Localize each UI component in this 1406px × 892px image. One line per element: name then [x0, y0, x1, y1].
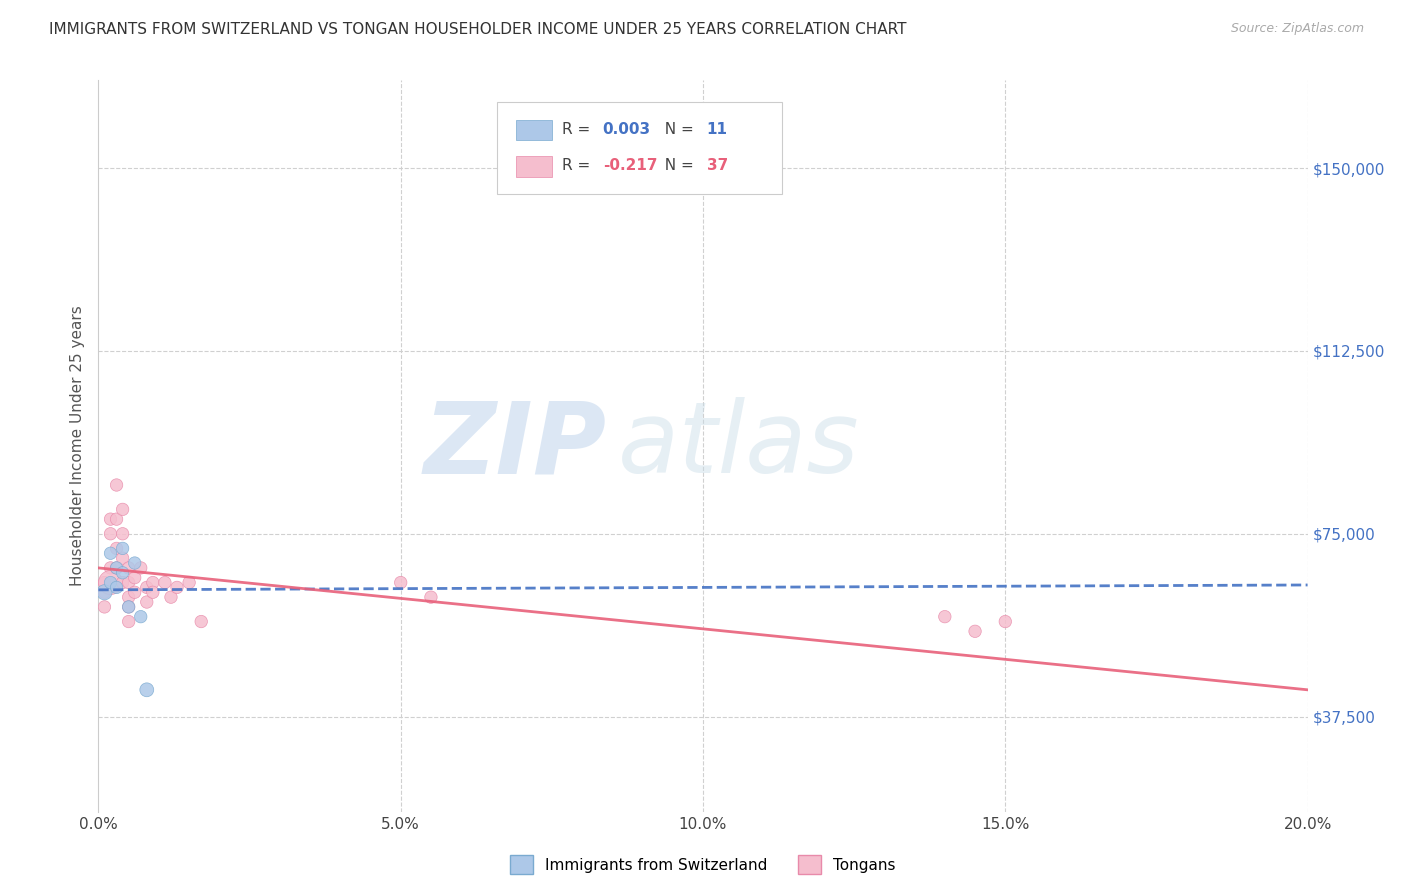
Point: [100, 526, 122, 541]
Point: [190, 615, 212, 629]
Legend: Immigrants from Switzerland, Tongans: Immigrants from Switzerland, Tongans: [503, 849, 903, 880]
Point: [118, 599, 141, 614]
Point: [118, 615, 141, 629]
Point: [135, 581, 157, 595]
Point: [111, 575, 134, 590]
Point: [965, 624, 987, 639]
Text: N =: N =: [655, 122, 699, 136]
Point: [118, 599, 141, 614]
Point: [100, 512, 122, 526]
Point: [93, 599, 115, 614]
Point: [129, 609, 152, 624]
Point: [129, 561, 152, 575]
Point: [135, 682, 157, 697]
Point: [105, 478, 128, 492]
FancyBboxPatch shape: [516, 156, 551, 177]
Point: [142, 575, 165, 590]
Point: [135, 595, 157, 609]
Text: 11: 11: [707, 122, 728, 136]
Point: [994, 615, 1017, 629]
Y-axis label: Householder Income Under 25 years: Householder Income Under 25 years: [69, 306, 84, 586]
Point: [111, 541, 134, 556]
Point: [124, 585, 146, 599]
Text: atlas: atlas: [619, 398, 860, 494]
Text: IMMIGRANTS FROM SWITZERLAND VS TONGAN HOUSEHOLDER INCOME UNDER 25 YEARS CORRELAT: IMMIGRANTS FROM SWITZERLAND VS TONGAN HO…: [49, 22, 907, 37]
Point: [100, 561, 122, 575]
Point: [100, 546, 122, 560]
Point: [111, 502, 134, 516]
Point: [93, 575, 115, 590]
Text: N =: N =: [655, 159, 699, 173]
Point: [389, 575, 412, 590]
Text: -0.217: -0.217: [603, 159, 657, 173]
Point: [111, 566, 134, 580]
Point: [100, 575, 122, 590]
Point: [118, 590, 141, 604]
Text: R =: R =: [561, 159, 595, 173]
Point: [105, 512, 128, 526]
Point: [934, 609, 956, 624]
Point: [111, 526, 134, 541]
Point: [100, 575, 122, 590]
Point: [111, 551, 134, 566]
Point: [179, 575, 201, 590]
Point: [105, 541, 128, 556]
Text: Source: ZipAtlas.com: Source: ZipAtlas.com: [1230, 22, 1364, 36]
Point: [142, 585, 165, 599]
Point: [105, 561, 128, 575]
Point: [93, 585, 115, 599]
Point: [420, 590, 443, 604]
Text: 37: 37: [707, 159, 728, 173]
Point: [118, 575, 141, 590]
Point: [153, 575, 176, 590]
Point: [105, 581, 128, 595]
Point: [160, 590, 183, 604]
Point: [118, 561, 141, 575]
Point: [105, 561, 128, 575]
Point: [124, 556, 146, 570]
Text: R =: R =: [561, 122, 595, 136]
Point: [166, 581, 188, 595]
Point: [93, 585, 115, 599]
Text: ZIP: ZIP: [423, 398, 606, 494]
Text: 0.003: 0.003: [603, 122, 651, 136]
Point: [124, 571, 146, 585]
FancyBboxPatch shape: [498, 103, 782, 194]
FancyBboxPatch shape: [516, 120, 551, 140]
